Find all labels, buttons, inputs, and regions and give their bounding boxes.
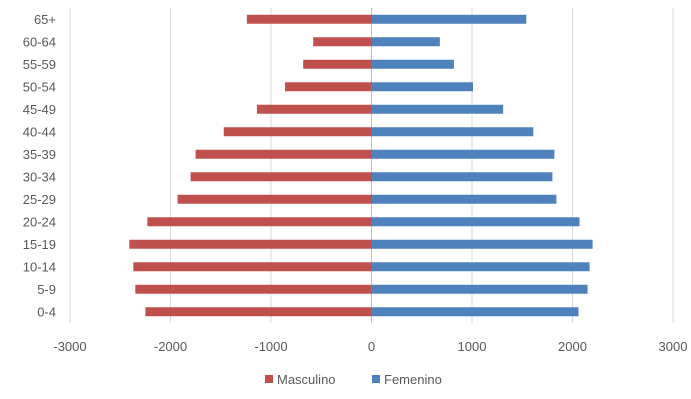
bar-femenino-10-14 [371,262,590,272]
x-tick-label: 3000 [659,339,688,354]
bar-masculino-65+ [246,14,372,24]
bar-femenino-60-64 [371,37,440,47]
bar-femenino-20-24 [371,217,580,227]
legend-swatch-masculino [265,375,273,383]
bar-masculino-15-19 [129,239,372,249]
bar-masculino-35-39 [195,149,372,159]
bar-femenino-40-44 [371,127,534,137]
bar-masculino-0-4 [145,307,372,317]
bar-masculino-50-54 [285,82,372,92]
bar-femenino-15-19 [371,239,593,249]
bar-femenino-30-34 [371,172,553,182]
y-tick-label: 0-4 [37,304,56,319]
bar-femenino-55-59 [371,59,454,69]
legend: Masculino Femenino [265,372,442,387]
bar-femenino-65+ [371,14,527,24]
bar-masculino-45-49 [256,104,372,114]
y-tick-label: 55-59 [23,57,56,72]
bar-femenino-0-4 [371,307,579,317]
bar-masculino-60-64 [313,37,372,47]
y-tick-label: 10-14 [23,259,56,274]
bar-masculino-20-24 [147,217,372,227]
y-tick-label: 65+ [34,12,56,27]
x-axis-labels: -3000 -2000 -1000 0 1000 2000 3000 [53,339,687,354]
x-tick-label: 0 [368,339,375,354]
bar-masculino-10-14 [133,262,372,272]
x-tick-label: -1000 [254,339,287,354]
y-tick-label: 5-9 [37,282,56,297]
gridlines [69,8,674,323]
bar-masculino-55-59 [303,59,372,69]
legend-swatch-femenino [372,375,380,383]
x-tick-label: 1000 [458,339,487,354]
y-tick-label: 40-44 [23,124,56,139]
x-tick-label: -3000 [53,339,86,354]
bar-masculino-5-9 [135,284,372,294]
bar-femenino-5-9 [371,284,588,294]
y-tick-label: 50-54 [23,79,56,94]
y-axis-labels: 0-4 5-9 10-14 15-19 20-24 25-29 30-34 35-39 40-4… [23,12,56,320]
x-tick-label: -2000 [154,339,187,354]
bar-femenino-45-49 [371,104,504,114]
x-tick-label: 2000 [558,339,587,354]
legend-label-femenino: Femenino [384,372,442,387]
bar-masculino-30-34 [190,172,372,182]
y-tick-label: 35-39 [23,147,56,162]
y-tick-label: 25-29 [23,192,56,207]
bar-masculino-25-29 [177,194,372,204]
bar-femenino-50-54 [371,82,474,92]
bar-masculino-40-44 [223,127,372,137]
y-tick-label: 60-64 [23,34,56,49]
bars [129,14,593,317]
y-tick-label: 30-34 [23,169,56,184]
y-tick-label: 20-24 [23,214,56,229]
y-tick-label: 15-19 [23,237,56,252]
bar-femenino-35-39 [371,149,555,159]
legend-label-masculino: Masculino [277,372,336,387]
y-tick-label: 45-49 [23,102,56,117]
bar-femenino-25-29 [371,194,557,204]
